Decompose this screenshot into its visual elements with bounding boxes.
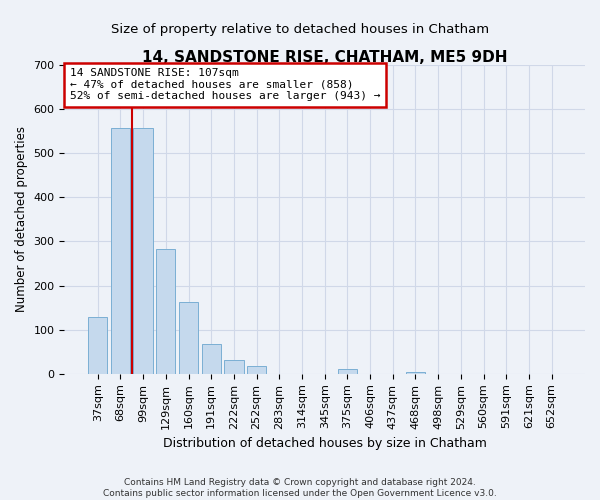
Bar	[247, 366, 266, 374]
Bar	[224, 360, 244, 374]
Text: Contains HM Land Registry data © Crown copyright and database right 2024.
Contai: Contains HM Land Registry data © Crown c…	[103, 478, 497, 498]
Bar	[133, 128, 153, 374]
Bar	[111, 128, 130, 374]
Y-axis label: Number of detached properties: Number of detached properties	[15, 126, 28, 312]
Text: Size of property relative to detached houses in Chatham: Size of property relative to detached ho…	[111, 22, 489, 36]
Bar	[338, 370, 357, 374]
Text: 14 SANDSTONE RISE: 107sqm
← 47% of detached houses are smaller (858)
52% of semi: 14 SANDSTONE RISE: 107sqm ← 47% of detac…	[70, 68, 380, 102]
X-axis label: Distribution of detached houses by size in Chatham: Distribution of detached houses by size …	[163, 437, 487, 450]
Bar	[406, 372, 425, 374]
Title: 14, SANDSTONE RISE, CHATHAM, ME5 9DH: 14, SANDSTONE RISE, CHATHAM, ME5 9DH	[142, 50, 508, 65]
Bar	[88, 318, 107, 374]
Bar	[202, 344, 221, 374]
Bar	[179, 302, 198, 374]
Bar	[156, 248, 175, 374]
